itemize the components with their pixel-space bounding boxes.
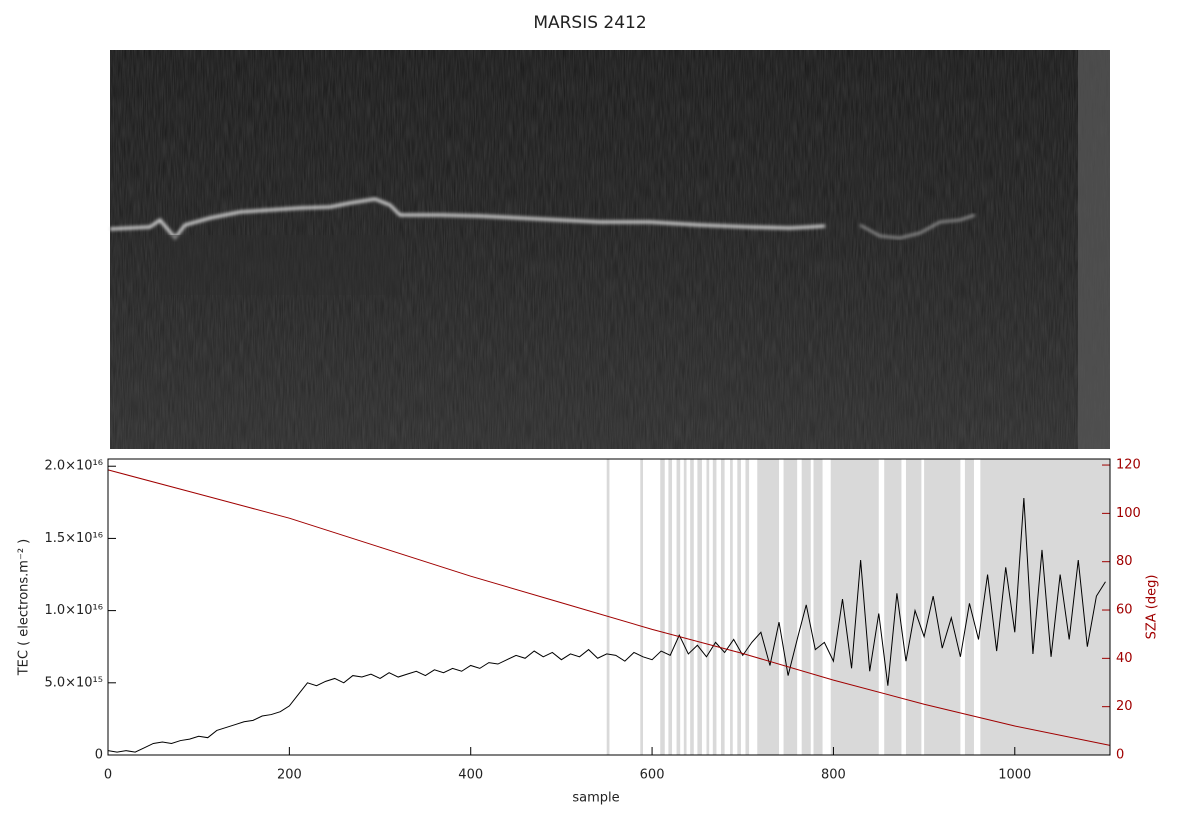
echo-trace: [109, 197, 826, 241]
y-tick-label: 5.0×10¹⁵: [44, 675, 103, 690]
shaded-range: [668, 459, 673, 755]
y2-tick-label: 40: [1116, 651, 1133, 666]
shaded-range: [737, 459, 741, 755]
echo-trace: [859, 214, 976, 240]
plot-frame: [107, 458, 1111, 756]
shaded-range: [690, 459, 694, 755]
shaded-range: [697, 459, 702, 755]
shaded-range: [660, 459, 665, 755]
x-tick-label: 0: [104, 768, 112, 783]
x-tick-label: 1000: [998, 768, 1031, 783]
shaded-range: [730, 459, 733, 755]
radargram-edge: [1078, 50, 1110, 449]
shaded-range: [712, 459, 717, 755]
shaded-range: [640, 459, 644, 755]
y-tick-label: 1.0×10¹⁶: [44, 603, 103, 618]
shaded-range: [924, 459, 961, 755]
shaded-range: [745, 459, 750, 755]
y2-axis-label: SZA (deg): [1145, 575, 1160, 640]
y-tick-label: 2.0×10¹⁶: [44, 459, 103, 474]
chart-title: MARSIS 2412: [533, 13, 646, 33]
shaded-range: [980, 459, 1110, 755]
shaded-range: [676, 459, 681, 755]
y2-tick-label: 60: [1116, 603, 1133, 618]
x-tick-label: 200: [277, 768, 302, 783]
y2-tick-label: 100: [1116, 506, 1141, 521]
y2-tick-label: 80: [1116, 554, 1133, 569]
y-axis-label: TEC ( electrons.m⁻² ): [17, 539, 32, 677]
echo-smear: [160, 235, 400, 295]
plot: 0 200 400 600 800 100005.0×10¹⁵1.0×10¹⁶1.5×10…: [44, 458, 1140, 783]
shaded-range: [905, 459, 922, 755]
shaded-range: [830, 459, 879, 755]
x-axis-label: sample: [572, 791, 619, 806]
y-tick-label: 0: [95, 748, 103, 763]
x-tick-label: 800: [821, 768, 846, 783]
shaded-range: [813, 459, 823, 755]
y2-tick-label: 120: [1116, 458, 1141, 473]
shaded-range: [706, 459, 710, 755]
y2-tick-label: 0: [1116, 748, 1124, 763]
series-line: [107, 497, 1106, 753]
series-line: [107, 469, 1111, 746]
shaded-range: [783, 459, 798, 755]
y-tick-label: 1.5×10¹⁶: [44, 531, 103, 546]
shaded-range: [720, 459, 725, 755]
shaded-range: [964, 459, 974, 755]
x-tick-label: 600: [640, 768, 665, 783]
shaded-range: [757, 459, 780, 755]
shaded-range: [683, 459, 687, 755]
y2-tick-label: 20: [1116, 699, 1133, 714]
radargram: [109, 50, 1110, 449]
shaded-range: [606, 459, 610, 755]
x-tick-label: 400: [458, 768, 483, 783]
